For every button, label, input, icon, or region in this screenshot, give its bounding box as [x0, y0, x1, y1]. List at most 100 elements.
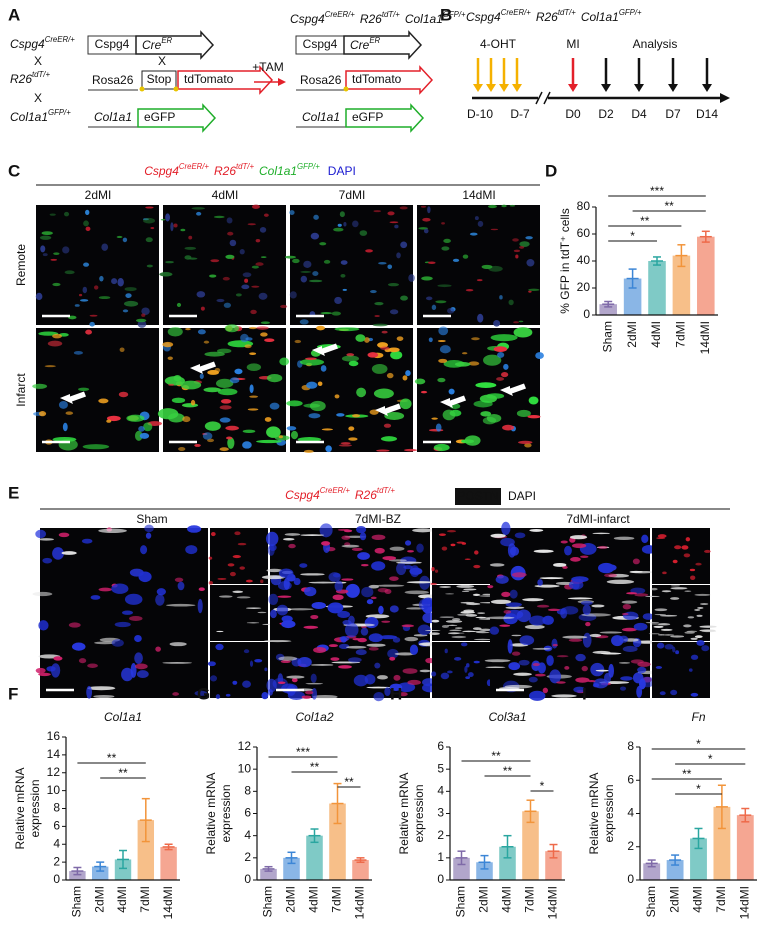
- label: D7: [665, 107, 681, 121]
- cell: [487, 204, 497, 209]
- cell: [140, 545, 148, 555]
- cell: [431, 671, 437, 677]
- cell: [653, 625, 664, 628]
- cell: [122, 237, 128, 243]
- cell: [64, 211, 70, 217]
- cell: [85, 209, 90, 215]
- cell: [239, 566, 246, 570]
- significance-label: *: [696, 737, 701, 751]
- y-tick-label: 0: [53, 872, 60, 886]
- cell: [606, 579, 635, 585]
- cell: [487, 585, 494, 589]
- egfp-arrow: [137, 103, 217, 133]
- cell: [524, 443, 532, 448]
- cell: [93, 285, 99, 290]
- cell: [176, 302, 182, 308]
- cell: [301, 695, 312, 699]
- cell: [244, 278, 249, 283]
- cell: [135, 318, 147, 323]
- y-tick-label: 6: [53, 819, 60, 833]
- cell: [441, 624, 449, 628]
- cell: [141, 313, 146, 317]
- cell: [484, 659, 511, 663]
- cell: [422, 217, 431, 222]
- cell: [495, 575, 509, 584]
- superscript: CreER/+: [320, 486, 351, 495]
- cell: [226, 436, 233, 440]
- cell: [373, 210, 382, 213]
- genotype: Cspg4CreER/+ R26tdT/+ Col1a1GFP/+ DAPI: [144, 162, 356, 178]
- error-bar: [645, 859, 658, 868]
- cell: [376, 675, 388, 680]
- cell: [266, 373, 283, 383]
- cell: [98, 398, 109, 404]
- x-tick-label: 7dMI: [674, 321, 688, 348]
- cell: [245, 579, 253, 583]
- error-bar: [651, 256, 663, 266]
- cell: [622, 645, 638, 653]
- cell: [173, 223, 178, 228]
- cell: [398, 692, 408, 697]
- cell: [294, 339, 302, 344]
- x-tick-label: 7dMI: [523, 886, 537, 913]
- cell: [374, 547, 385, 554]
- cell: [434, 569, 439, 573]
- stop-box: [141, 70, 177, 90]
- cell: [464, 558, 471, 561]
- pointer-arrow: [440, 395, 466, 408]
- label: D2: [598, 107, 614, 121]
- superscript: GFP/+: [443, 10, 466, 19]
- cell: [352, 414, 361, 418]
- cell: [496, 377, 505, 381]
- genotype: Cspg4CreER/+ R26tdT/+ Col1a1GFP/+: [290, 10, 466, 26]
- cell: [534, 673, 546, 677]
- cell: [701, 645, 710, 652]
- label: Infarct: [14, 373, 28, 407]
- cell: [184, 246, 197, 250]
- cell: [396, 562, 407, 576]
- y-tick-label: 2: [53, 854, 60, 868]
- cell: [62, 422, 68, 432]
- cell: [429, 632, 440, 636]
- cell: [621, 612, 629, 616]
- cell: [701, 630, 717, 633]
- label: I: [582, 684, 587, 703]
- cell: [328, 644, 338, 648]
- cell: [355, 649, 367, 656]
- loxp: [343, 86, 349, 92]
- cell: [591, 604, 605, 608]
- cell: [224, 324, 239, 333]
- y-tick-label: 12: [238, 739, 252, 753]
- cell: [42, 253, 48, 257]
- micrograph: [208, 528, 268, 585]
- cell: [200, 306, 205, 311]
- cell: [141, 307, 150, 316]
- y-tick-label: 16: [47, 729, 61, 743]
- cell: [340, 260, 348, 265]
- label: Col1a1: [94, 110, 132, 124]
- cell: [264, 338, 275, 342]
- cell: [177, 581, 185, 591]
- label: Analysis: [633, 37, 678, 51]
- cell: [407, 679, 422, 685]
- cell: [452, 617, 461, 621]
- cell: [68, 315, 77, 320]
- cell: [300, 534, 325, 536]
- cell: [139, 432, 150, 439]
- cell: [303, 260, 312, 268]
- cell: [404, 448, 418, 452]
- cell: [359, 230, 368, 236]
- label: Stop: [147, 72, 172, 86]
- cell: [332, 572, 341, 578]
- superscript: tdT/+: [32, 70, 50, 79]
- cell: [597, 545, 608, 549]
- cell: [62, 246, 70, 254]
- cell: [260, 256, 267, 259]
- cell: [319, 242, 327, 246]
- cell: [122, 309, 129, 313]
- cell: [536, 604, 550, 608]
- cell: [397, 682, 416, 693]
- error-bar: [692, 827, 705, 850]
- cell: [215, 694, 221, 700]
- cell: [188, 257, 198, 260]
